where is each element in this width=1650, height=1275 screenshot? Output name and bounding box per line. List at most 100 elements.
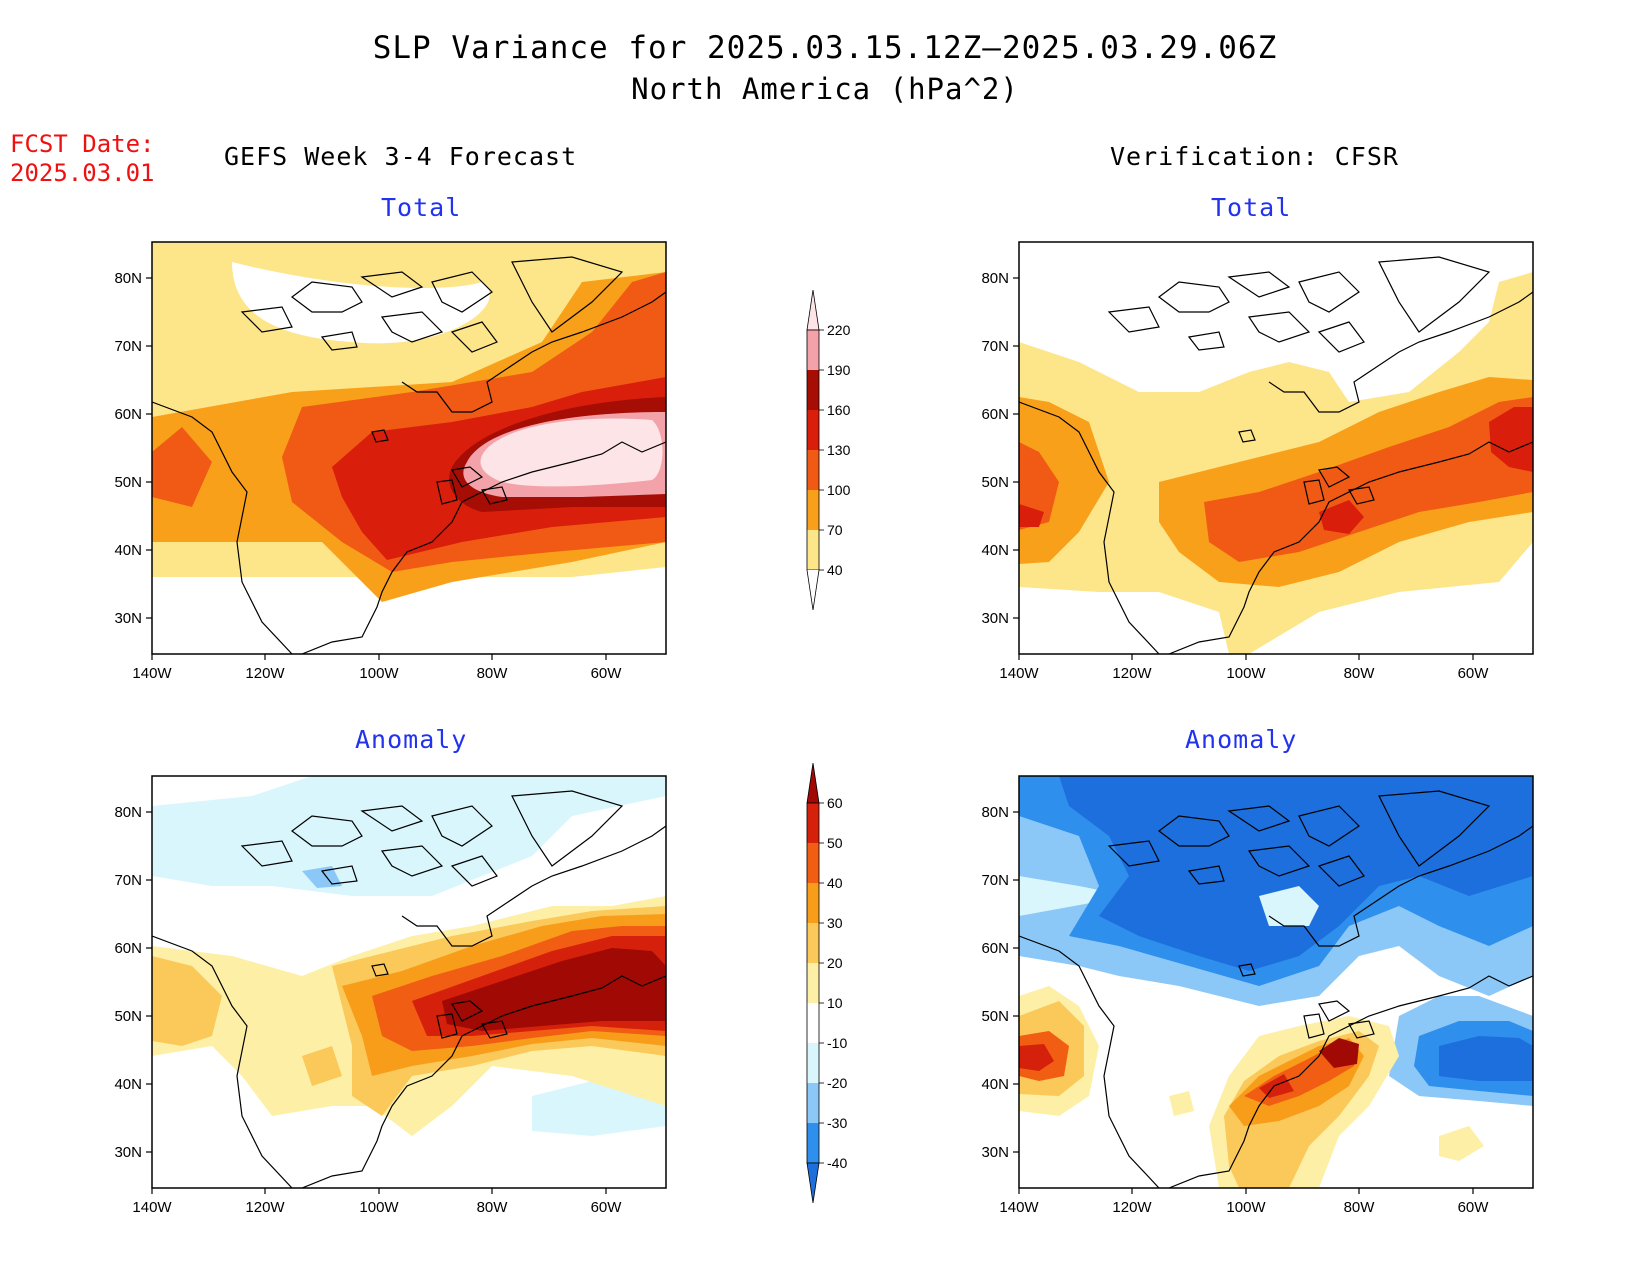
colorbar-anomaly-label: 20 xyxy=(827,955,843,971)
lon-tick-label: 100W xyxy=(359,665,399,682)
lon-tick-label: 120W xyxy=(245,1199,285,1216)
lon-tick-label: 140W xyxy=(132,665,172,682)
colorbar-anomaly-label: -30 xyxy=(827,1115,847,1131)
lon-tick-label: 100W xyxy=(359,1199,399,1216)
colorbar-anomaly-bottom-arrow xyxy=(806,1162,820,1204)
colorbar-total: 40 70 100 130 160 190 220 xyxy=(806,289,851,611)
lat-tick-label: 30N xyxy=(114,1144,142,1161)
colorbar-anomaly-label: 50 xyxy=(827,835,843,851)
ver-total-map: 140W 120W 100W 80W 60W 80N 70N 60N 50N 40N 30N xyxy=(981,241,1534,682)
ver-total-axes: 140W 120W 100W 80W 60W 80N 70N 60N 50N 40N 30N xyxy=(981,270,1489,682)
lat-tick-label: 40N xyxy=(981,542,1009,559)
colorbar-total-label: 190 xyxy=(827,362,851,378)
colorbar-anomaly-swatch xyxy=(807,1003,819,1043)
fcst-date-value: 2025.03.01 xyxy=(10,159,155,187)
lon-tick-label: 120W xyxy=(245,665,285,682)
colorbar-total-label: 220 xyxy=(827,322,851,338)
colorbar-anomaly-label: -40 xyxy=(827,1155,847,1171)
colorbar-anomaly-swatch xyxy=(807,883,819,923)
lat-tick-label: 50N xyxy=(114,1008,142,1025)
ver-anomaly-map: 140W 120W 100W 80W 60W 80N 70N 60N 50N 40N 30N xyxy=(981,775,1534,1216)
fcst-total-subtitle: Total xyxy=(381,193,462,222)
lat-tick-label: 70N xyxy=(981,338,1009,355)
lat-tick-label: 70N xyxy=(981,872,1009,889)
colorbar-total-swatch xyxy=(807,330,819,370)
left-column-header: GEFS Week 3-4 Forecast xyxy=(224,142,578,171)
colorbar-anomaly-swatch xyxy=(807,1043,819,1083)
lon-tick-label: 60W xyxy=(591,1199,623,1216)
colorbar-total-swatch xyxy=(807,370,819,410)
lat-tick-label: 60N xyxy=(981,406,1009,423)
lat-tick-label: 80N xyxy=(114,804,142,821)
colorbar-total-label: 100 xyxy=(827,482,851,498)
lon-tick-label: 80W xyxy=(1344,665,1376,682)
colorbar-total-swatch xyxy=(807,530,819,570)
colorbar-anomaly-label: -20 xyxy=(827,1075,847,1091)
fcst-date-label: FCST Date: xyxy=(10,130,155,158)
fcst-anomaly-axes: 140W 120W 100W 80W 60W 80N 70N 60N 50N 40N 30N xyxy=(114,804,622,1216)
lat-tick-label: 60N xyxy=(981,940,1009,957)
lat-tick-label: 50N xyxy=(114,474,142,491)
lat-tick-label: 70N xyxy=(114,872,142,889)
colorbar-total-top-arrow xyxy=(806,289,820,331)
colorbar-anomaly-swatch xyxy=(807,1083,819,1123)
ver-anomaly-subtitle: Anomaly xyxy=(1185,725,1298,754)
lon-tick-label: 80W xyxy=(477,665,509,682)
lat-tick-label: 80N xyxy=(981,270,1009,287)
colorbar-total-swatch xyxy=(807,490,819,530)
lon-tick-label: 140W xyxy=(999,665,1039,682)
lat-tick-label: 60N xyxy=(114,940,142,957)
lon-tick-label: 140W xyxy=(999,1199,1039,1216)
lon-tick-label: 120W xyxy=(1112,1199,1152,1216)
lon-tick-label: 140W xyxy=(132,1199,172,1216)
colorbar-total-swatch xyxy=(807,410,819,450)
fcst-anomaly-map: 140W 120W 100W 80W 60W 80N 70N 60N 50N 40N 30N xyxy=(114,775,667,1216)
lat-tick-label: 30N xyxy=(981,1144,1009,1161)
colorbar-total-label: 70 xyxy=(827,522,843,538)
colorbar-anomaly-label: 10 xyxy=(827,995,843,1011)
lat-tick-label: 80N xyxy=(114,270,142,287)
colorbar-total-label: 160 xyxy=(827,402,851,418)
colorbar-anomaly-top-arrow xyxy=(806,762,820,804)
colorbar-anomaly-label: 40 xyxy=(827,875,843,891)
ver-anomaly-axes: 140W 120W 100W 80W 60W 80N 70N 60N 50N 40N 30N xyxy=(981,804,1489,1216)
colorbar-anomaly: -40 -30 -20 -10 10 20 30 40 50 60 xyxy=(806,762,847,1204)
lat-tick-label: 30N xyxy=(114,610,142,627)
right-column-header: Verification: CFSR xyxy=(1110,142,1399,171)
fcst-total-axes: 140W 120W 100W 80W 60W 80N 70N 60N 50N 40N 30N xyxy=(114,270,622,682)
colorbar-total-label: 130 xyxy=(827,442,851,458)
colorbar-anomaly-label: 60 xyxy=(827,795,843,811)
lat-tick-label: 60N xyxy=(114,406,142,423)
lon-tick-label: 80W xyxy=(477,1199,509,1216)
fcst-total-map: 140W 120W 100W 80W 60W 80N 70N 60N 50N 40N 30N xyxy=(114,241,667,682)
colorbar-anomaly-label: 30 xyxy=(827,915,843,931)
colorbar-anomaly-swatch xyxy=(807,963,819,1003)
colorbar-anomaly-label: -10 xyxy=(827,1035,847,1051)
lat-tick-label: 50N xyxy=(981,474,1009,491)
colorbar-anomaly-swatch xyxy=(807,1123,819,1163)
main-title: SLP Variance for 2025.03.15.12Z–2025.03.… xyxy=(372,30,1278,66)
lat-tick-label: 40N xyxy=(114,1076,142,1093)
lon-tick-label: 80W xyxy=(1344,1199,1376,1216)
colorbar-anomaly-swatch xyxy=(807,843,819,883)
colorbar-anomaly-swatch xyxy=(807,923,819,963)
lat-tick-label: 70N xyxy=(114,338,142,355)
lat-tick-label: 40N xyxy=(981,1076,1009,1093)
fcst-anomaly-subtitle: Anomaly xyxy=(355,725,468,754)
main-subtitle: North America (hPa^2) xyxy=(631,72,1019,106)
colorbar-total-swatch xyxy=(807,450,819,490)
lat-tick-label: 40N xyxy=(114,542,142,559)
lon-tick-label: 60W xyxy=(1458,665,1490,682)
colorbar-anomaly-swatch xyxy=(807,803,819,843)
lon-tick-label: 100W xyxy=(1226,1199,1266,1216)
lon-tick-label: 60W xyxy=(591,665,623,682)
colorbar-total-bottom-arrow xyxy=(806,569,820,611)
lat-tick-label: 30N xyxy=(981,610,1009,627)
lon-tick-label: 120W xyxy=(1112,665,1152,682)
colorbar-total-label: 40 xyxy=(827,562,843,578)
lat-tick-label: 50N xyxy=(981,1008,1009,1025)
lon-tick-label: 60W xyxy=(1458,1199,1490,1216)
lon-tick-label: 100W xyxy=(1226,665,1266,682)
ver-total-subtitle: Total xyxy=(1211,193,1292,222)
lat-tick-label: 80N xyxy=(981,804,1009,821)
